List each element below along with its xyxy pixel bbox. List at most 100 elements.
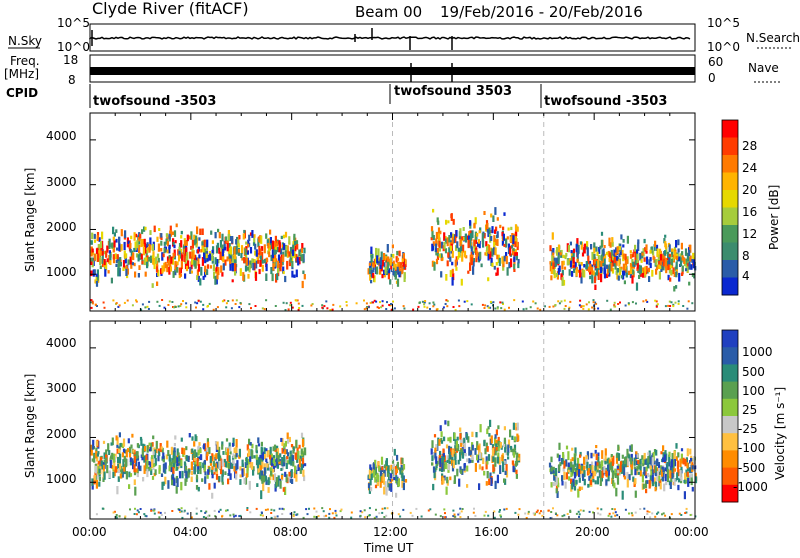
scatter-cell xyxy=(137,273,140,278)
scatter-cell xyxy=(642,300,645,303)
scatter-cell xyxy=(220,466,223,475)
scatter-cell xyxy=(207,515,209,518)
scatter-cell xyxy=(192,250,195,259)
scatter-cell xyxy=(455,440,458,449)
scatter-cell xyxy=(500,307,503,310)
scatter-cell xyxy=(174,269,177,276)
scatter-cell xyxy=(427,509,430,512)
scatter-cell xyxy=(631,259,634,264)
scatter-cell xyxy=(241,468,244,478)
scatter-cell xyxy=(167,304,170,306)
scatter-cell xyxy=(598,461,601,469)
scatter-cell xyxy=(241,459,244,467)
scatter-cell xyxy=(104,269,107,277)
scatter-cell xyxy=(459,239,462,247)
scatter-cell xyxy=(372,470,376,478)
scatter-cell xyxy=(169,266,172,272)
scatter-cell xyxy=(289,450,292,455)
scatter-cell xyxy=(690,459,693,466)
scatter-cell xyxy=(175,485,178,494)
scatter-cell xyxy=(458,305,461,308)
scatter-cell xyxy=(285,245,288,251)
scatter-cell xyxy=(665,267,668,274)
scatter-cell xyxy=(141,456,144,461)
scatter-cell xyxy=(585,261,588,270)
scatter-cell xyxy=(403,307,406,310)
scatter-cell xyxy=(91,484,94,490)
scatter-cell xyxy=(251,462,254,470)
scatter-cell xyxy=(513,444,517,450)
scatter-cell xyxy=(135,246,138,252)
scatter-cell xyxy=(561,260,564,270)
scatter-cell xyxy=(381,507,384,510)
scatter-cell xyxy=(662,258,665,267)
scatter-cell xyxy=(449,476,452,481)
scatter-cell xyxy=(261,265,264,272)
scatter-cell xyxy=(152,251,155,258)
scatter-cell xyxy=(244,248,247,255)
scatter-cell xyxy=(127,240,130,244)
scatter-cell xyxy=(426,306,429,309)
scatter-cell xyxy=(662,457,665,463)
scatter-cell xyxy=(623,270,626,276)
scatter-cell xyxy=(180,459,183,466)
scatter-cell xyxy=(160,473,164,477)
scatter-cell xyxy=(644,470,647,476)
scatter-cell xyxy=(673,286,676,292)
scatter-cell xyxy=(668,244,671,253)
scatter-cell xyxy=(524,512,527,515)
scatter-cell xyxy=(301,457,305,465)
scatter-cell xyxy=(688,261,691,270)
scatter-cell xyxy=(446,460,449,464)
scatter-cell xyxy=(660,254,663,262)
scatter-cell xyxy=(111,242,114,249)
scatter-cell xyxy=(611,267,615,274)
scatter-cell xyxy=(301,304,304,307)
scatter-cell xyxy=(600,273,603,283)
scatter-cell xyxy=(133,471,137,476)
scatter-cell xyxy=(657,511,660,514)
scatter-cell xyxy=(571,482,574,490)
scatter-cell xyxy=(163,262,166,272)
scatter-cell xyxy=(158,304,161,307)
scatter-cell xyxy=(597,260,600,269)
scatter-cell xyxy=(228,442,231,451)
scatter-cell xyxy=(350,511,353,514)
scatter-cell xyxy=(185,265,189,272)
scatter-cell xyxy=(491,448,495,457)
scatter-cell xyxy=(652,481,655,486)
scatter-cell xyxy=(278,242,281,251)
scatter-cell xyxy=(608,512,611,515)
scatter-cell xyxy=(91,300,94,303)
scatter-cell xyxy=(247,243,250,248)
scatter-cell xyxy=(142,239,145,247)
scatter-cell xyxy=(639,465,642,471)
scatter-cell xyxy=(241,463,244,467)
scatter-cell xyxy=(116,486,119,495)
scatter-cell xyxy=(432,241,435,246)
scatter-cell xyxy=(423,303,426,306)
scatter-cell xyxy=(133,247,136,252)
scatter-cell xyxy=(440,253,443,258)
scatter-cell xyxy=(569,260,572,268)
velocity-panel: 4000 3000 2000 1000 Slant Range [km] 100… xyxy=(23,320,787,520)
power-ylabel: Slant Range [km] xyxy=(23,168,37,272)
scatter-cell xyxy=(183,253,186,262)
scatter-cell xyxy=(229,514,232,517)
vel-cbar-tick-m1000: -1000 xyxy=(733,480,768,494)
scatter-cell xyxy=(494,307,497,310)
scatter-cell xyxy=(660,451,663,455)
scatter-cell xyxy=(130,260,133,269)
scatter-cell xyxy=(639,252,642,261)
scatter-cell xyxy=(605,264,609,269)
scatter-cell xyxy=(301,243,304,249)
scatter-cell xyxy=(194,301,197,304)
scatter-cell xyxy=(235,473,238,480)
scatter-cell xyxy=(503,460,506,464)
scatter-cell xyxy=(657,254,660,263)
scatter-cell xyxy=(441,462,444,471)
scatter-cell xyxy=(298,256,301,261)
scatter-cell xyxy=(321,306,324,309)
scatter-cell xyxy=(176,464,179,471)
scatter-cell xyxy=(257,443,261,447)
